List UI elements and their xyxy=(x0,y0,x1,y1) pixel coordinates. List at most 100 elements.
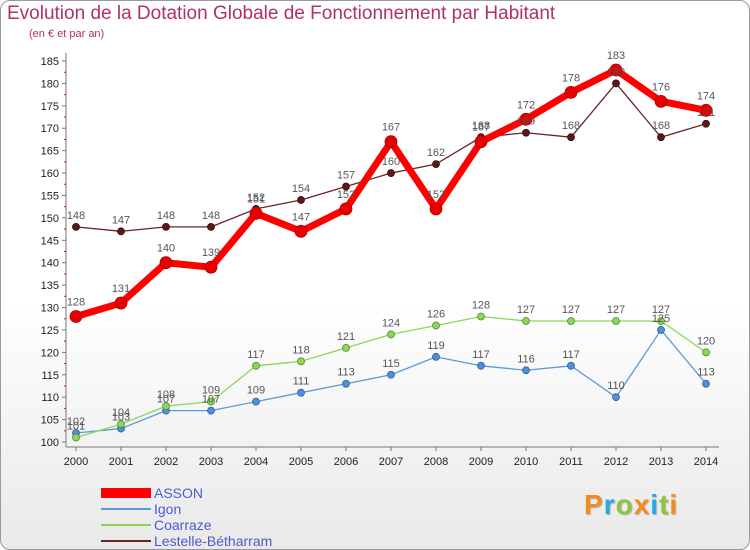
data-point-coarraze xyxy=(72,433,80,442)
data-point-asson xyxy=(159,256,173,270)
data-point-coarraze xyxy=(522,317,530,325)
x-tick-label: 2014 xyxy=(694,456,718,468)
data-label-lestelle: 169 xyxy=(517,116,535,128)
data-label-asson: 167 xyxy=(472,122,490,134)
data-point-coarraze xyxy=(207,397,215,406)
data-label-igon: 116 xyxy=(517,353,535,365)
data-label-coarraze: 108 xyxy=(157,389,175,401)
logo-letter: r xyxy=(603,489,616,520)
data-label-igon: 111 xyxy=(293,376,310,388)
x-tick-label: 2009 xyxy=(469,456,493,468)
data-label-igon: 107 xyxy=(202,394,220,406)
logo-letter: i xyxy=(650,489,660,520)
data-label-igon: 117 xyxy=(562,349,580,361)
legend-label-lestelle: Lestelle-Bétharram xyxy=(154,533,273,549)
data-point-asson xyxy=(339,202,353,216)
legend-label-asson: ASSON xyxy=(154,485,204,501)
data-label-lestelle: 152 xyxy=(247,192,265,204)
data-label-lestelle: 154 xyxy=(292,183,310,195)
data-label-igon: 110 xyxy=(607,380,625,392)
data-label-coarraze: 104 xyxy=(112,407,130,419)
data-label-asson: 176 xyxy=(652,81,670,93)
data-point-asson xyxy=(249,206,263,220)
data-label-asson: 178 xyxy=(562,72,580,84)
data-label-lestelle: 147 xyxy=(112,214,130,226)
data-point-lestelle xyxy=(117,227,125,236)
y-tick-label: 150 xyxy=(41,213,59,225)
data-label-asson: 128 xyxy=(67,296,85,308)
data-point-coarraze xyxy=(387,330,395,339)
data-point-igon xyxy=(522,366,530,375)
data-label-lestelle: 168 xyxy=(652,120,670,132)
proxiti-logo: Proxiti xyxy=(584,489,678,521)
data-point-asson xyxy=(564,85,578,99)
data-point-lestelle xyxy=(657,133,665,142)
data-label-lestelle: 148 xyxy=(67,210,85,222)
legend-swatch-lestelle xyxy=(101,540,151,542)
data-point-igon xyxy=(612,393,620,402)
data-point-asson xyxy=(654,94,668,108)
data-point-asson xyxy=(699,103,713,117)
data-label-asson: 152 xyxy=(337,189,355,201)
data-label-lestelle: 168 xyxy=(562,120,580,132)
data-point-igon xyxy=(432,352,440,361)
data-label-coarraze: 126 xyxy=(427,308,445,320)
data-label-coarraze: 127 xyxy=(607,304,625,316)
data-label-lestelle: 148 xyxy=(202,210,220,222)
data-label-coarraze: 120 xyxy=(697,335,715,347)
x-tick-label: 2008 xyxy=(424,456,448,468)
legend-label-igon: Igon xyxy=(154,501,182,517)
data-point-lestelle xyxy=(387,169,395,177)
line-chart: 1001051101151201251301351401451501551601… xyxy=(41,50,719,468)
x-tick-label: 2002 xyxy=(154,456,178,468)
data-label-coarraze: 101 xyxy=(67,421,85,433)
data-point-coarraze xyxy=(117,420,125,428)
data-label-coarraze: 128 xyxy=(472,299,490,311)
y-tick-label: 160 xyxy=(41,168,59,180)
data-point-lestelle xyxy=(207,222,215,231)
legend-swatch-coarraze xyxy=(101,524,151,526)
data-point-coarraze xyxy=(342,343,350,352)
data-point-igon xyxy=(387,370,395,379)
y-tick-label: 140 xyxy=(41,258,59,270)
data-point-lestelle xyxy=(432,160,440,168)
data-label-coarraze: 127 xyxy=(652,304,670,316)
series-lines xyxy=(69,63,713,442)
x-tick-label: 2003 xyxy=(199,456,223,468)
data-label-asson: 139 xyxy=(202,247,220,259)
y-tick-label: 175 xyxy=(41,101,59,113)
axes: 1001051101151201251301351401451501551601… xyxy=(41,53,719,468)
data-label-lestelle: 171 xyxy=(697,107,715,119)
data-point-lestelle xyxy=(522,128,530,137)
data-point-coarraze xyxy=(297,357,305,366)
data-point-lestelle xyxy=(612,79,620,88)
data-point-igon xyxy=(567,361,575,370)
data-label-coarraze: 117 xyxy=(247,349,265,361)
data-label-igon: 103 xyxy=(112,412,130,424)
data-label-asson: 131 xyxy=(112,283,130,295)
data-point-coarraze xyxy=(702,348,710,357)
x-tick-label: 2001 xyxy=(109,456,133,468)
x-tick-label: 2007 xyxy=(379,456,403,468)
data-label-asson: 172 xyxy=(517,99,535,111)
data-label-lestelle: 160 xyxy=(382,156,400,168)
data-point-coarraze xyxy=(567,317,575,325)
x-tick-label: 2011 xyxy=(559,456,583,468)
y-tick-label: 100 xyxy=(41,437,59,449)
chart-title: Evolution de la Dotation Globale de Fonc… xyxy=(7,3,556,24)
y-tick-label: 185 xyxy=(41,56,59,68)
logo-letter: x xyxy=(633,489,651,520)
data-label-lestelle: 180 xyxy=(607,66,625,78)
x-tick-label: 2000 xyxy=(64,456,88,468)
data-label-igon: 107 xyxy=(157,394,175,406)
data-point-asson xyxy=(69,310,83,323)
data-label-coarraze: 109 xyxy=(202,385,220,397)
series-line-asson xyxy=(72,66,710,320)
data-label-asson: 174 xyxy=(697,90,715,102)
data-label-asson: 167 xyxy=(382,122,400,134)
x-tick-label: 2004 xyxy=(244,456,268,468)
data-point-igon xyxy=(657,326,665,334)
y-tick-label: 105 xyxy=(41,415,59,427)
data-point-lestelle xyxy=(297,196,305,204)
